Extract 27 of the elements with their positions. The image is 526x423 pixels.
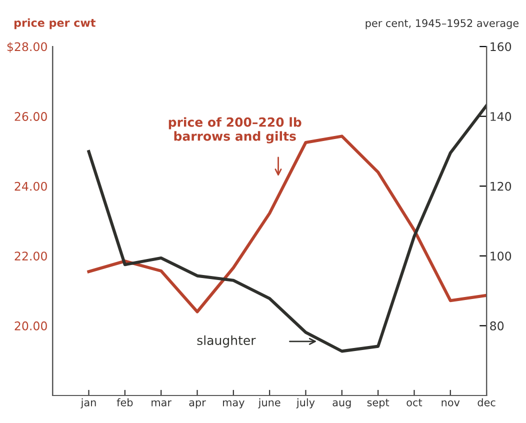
x-tick-label: jan <box>80 398 96 408</box>
y2-tick-label: 120 <box>490 182 512 191</box>
y2-tick-label: 160 <box>490 42 512 52</box>
y-tick-label: 20.00 <box>14 321 47 330</box>
y-tick-label: 24.00 <box>14 182 47 191</box>
x-tick-label: feb <box>116 398 133 406</box>
y-axis-title: price per cwt <box>14 18 96 30</box>
x-tick-label: dec <box>478 398 496 406</box>
y2-tick-label: 100 <box>490 252 512 261</box>
y2-tick-label: 140 <box>490 112 512 121</box>
y-tick-label: $28.00 <box>7 42 47 53</box>
x-tick-label: aug <box>332 400 351 408</box>
x-tick-label: apr <box>189 400 206 408</box>
x-tick-label: may <box>223 400 244 408</box>
annotation: price of 200–220 lb barrows and gilts <box>168 117 302 144</box>
x-tick-label: june <box>258 398 280 408</box>
x-tick-label: nov <box>442 400 460 406</box>
y2-axis-title: per cent, 1945–1952 average <box>366 19 519 30</box>
x-tick-label: july <box>296 398 315 408</box>
annotation: slaughter <box>197 335 256 348</box>
x-tick-label: mar <box>152 400 172 406</box>
y-tick-label: 26.00 <box>14 112 47 121</box>
line-series <box>87 104 487 353</box>
x-tick-label: sept <box>367 398 390 408</box>
x-tick-label: oct <box>406 398 422 406</box>
y-tick-label: 22.00 <box>14 252 47 261</box>
y2-tick-label: 80 <box>490 321 504 330</box>
